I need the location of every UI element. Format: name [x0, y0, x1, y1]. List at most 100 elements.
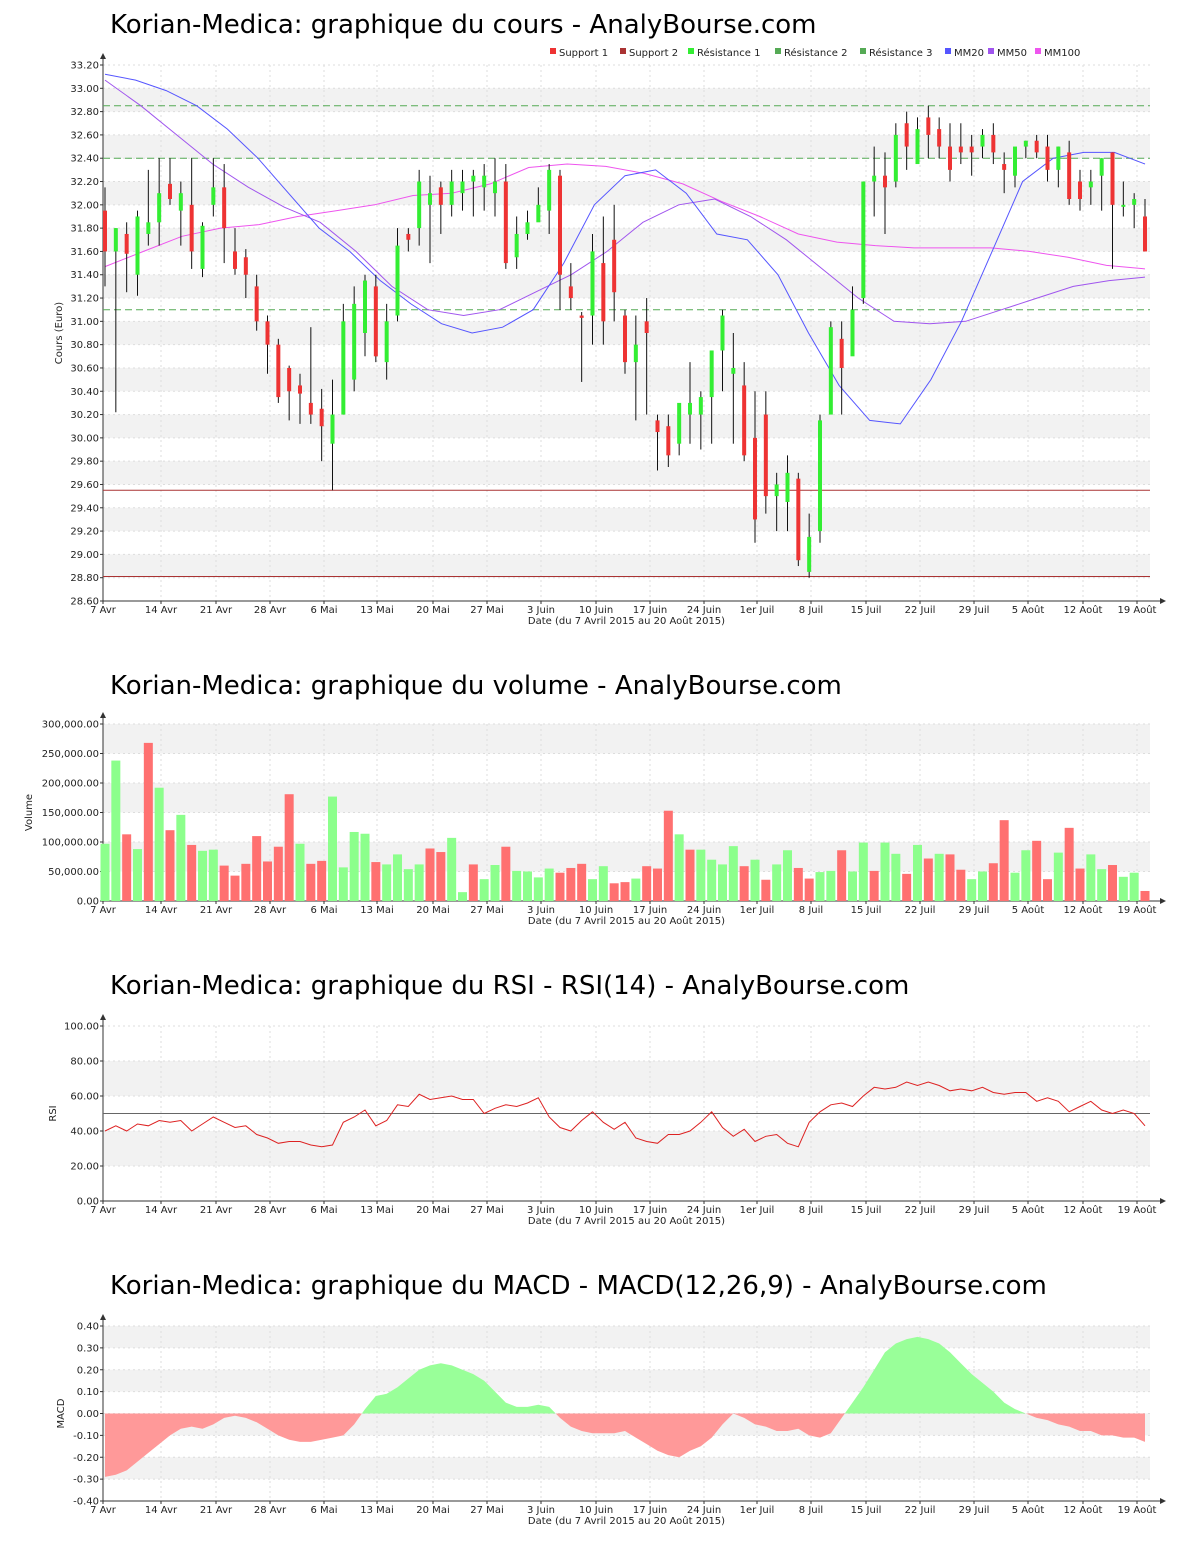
legend-swatch — [550, 48, 556, 54]
candle-body — [276, 344, 281, 398]
candle-body — [883, 175, 887, 188]
x-tick-label: 8 Juil — [799, 1505, 823, 1516]
volume-bar — [133, 849, 142, 901]
candle-body — [872, 175, 877, 182]
y-tick-label: 80.00 — [70, 1057, 99, 1068]
y-tick-label: 30.80 — [70, 340, 99, 351]
candle-body — [460, 181, 465, 194]
volume-bar — [1108, 865, 1117, 901]
y-tick-label: 29.20 — [70, 527, 99, 538]
volume-chart: 0.00 50,000.00 100,000.00 150,000.00 200,000… — [24, 712, 1166, 927]
volume-bar — [555, 872, 565, 901]
volume-bar — [198, 850, 207, 901]
candle-body — [753, 437, 757, 520]
volume-bar — [815, 872, 825, 901]
x-tick-label: 14 Avr — [145, 1505, 178, 1516]
volume-bar — [1075, 868, 1085, 901]
macd-area-negative — [555, 1413, 734, 1458]
candle-body — [688, 402, 692, 415]
x-axis-title: Date (du 7 Avril 2015 au 20 Août 2015) — [528, 1215, 725, 1227]
volume-bar — [328, 796, 337, 901]
legend-swatch — [1035, 48, 1041, 54]
volume-bar — [122, 834, 132, 901]
candle-body — [233, 251, 237, 269]
candle-body — [308, 402, 313, 415]
x-tick-label: 29 Juil — [959, 1205, 990, 1216]
candle-body — [796, 478, 801, 561]
candle-body — [178, 193, 183, 211]
x-tick-label: 6 Mai — [310, 1205, 337, 1216]
x-tick-label: 21 Avr — [200, 905, 233, 916]
candle-body — [579, 315, 584, 318]
volume-bar — [154, 787, 164, 901]
x-tick-label: 8 Juil — [799, 1205, 823, 1216]
candle-body — [352, 303, 357, 380]
volume-bar — [1043, 879, 1052, 901]
volume-bar — [306, 863, 316, 901]
volume-bar — [577, 863, 587, 901]
candle-body — [428, 193, 432, 205]
candle-body — [341, 321, 346, 415]
y-tick-label: 300,000.00 — [42, 720, 99, 731]
candle-body — [1023, 140, 1028, 147]
x-tick-label: 10 Juin — [579, 1205, 613, 1216]
x-tick-label: 22 Juil — [905, 1205, 936, 1216]
x-tick-label: 5 Août — [1012, 1204, 1045, 1216]
volume-bar — [609, 883, 619, 901]
volume-bar — [588, 879, 597, 901]
price-chart-title: Korian-Medica: graphique du cours - Anal… — [110, 10, 817, 40]
y-tick-label: 30.40 — [70, 387, 99, 398]
x-axis-arrow — [1160, 1198, 1166, 1204]
x-tick-label: 17 Juin — [633, 1205, 667, 1216]
x-tick-label: 12 Août — [1064, 604, 1103, 616]
grid-band — [103, 134, 1150, 159]
volume-bar — [447, 837, 457, 901]
x-tick-label: 15 Juil — [851, 1205, 882, 1216]
x-tick-label: 3 Juin — [527, 605, 555, 616]
y-tick-label: 0.00 — [77, 897, 99, 908]
candle-body — [254, 286, 259, 322]
x-axis-title: Date (du 7 Avril 2015 au 20 Août 2015) — [528, 1515, 725, 1527]
y-tick-label: 40.00 — [70, 1127, 99, 1138]
grid-band — [103, 1369, 1150, 1392]
candle-body — [1110, 152, 1115, 205]
volume-bar — [739, 866, 749, 901]
x-tick-label: 8 Juil — [799, 605, 823, 616]
x-tick-label: 17 Juin — [633, 1505, 667, 1516]
volume-bar — [165, 830, 175, 901]
y-tick-label: 250,000.00 — [42, 749, 99, 760]
candle-body — [103, 210, 107, 252]
candle-body — [1067, 152, 1072, 199]
x-tick-label: 7 Avr — [90, 1505, 117, 1516]
grid-band — [103, 88, 1150, 112]
candle-body — [1002, 164, 1007, 170]
candle-body — [763, 414, 768, 497]
volume-bar — [663, 810, 673, 901]
x-tick-label: 24 Juin — [687, 1505, 721, 1516]
x-tick-label: 12 Août — [1064, 1204, 1103, 1216]
candle-body — [850, 309, 855, 357]
candle-body — [893, 134, 898, 182]
candle-body — [503, 181, 508, 264]
candle-body — [623, 315, 627, 363]
candle-body — [1099, 158, 1104, 176]
x-tick-label: 27 Mai — [470, 1205, 503, 1216]
candle-body — [958, 146, 963, 153]
x-axis-arrow — [1160, 598, 1166, 604]
candle-body — [222, 187, 227, 229]
candle-body — [363, 280, 367, 333]
candle-body — [601, 263, 606, 322]
volume-bar — [1053, 852, 1063, 901]
rsi-panel: Korian-Medica: graphique du RSI - RSI(14… — [0, 960, 1200, 1240]
candle-body — [287, 367, 292, 392]
macd-area-negative — [733, 1413, 845, 1438]
y-tick-label: 29.60 — [70, 480, 99, 491]
price-panel: Korian-Medica: graphique du cours - Anal… — [0, 0, 1200, 640]
candle-body — [633, 344, 638, 363]
volume-bar — [263, 861, 272, 901]
macd-area-negative — [1025, 1413, 1145, 1442]
y-tick-label: 33.00 — [70, 84, 99, 95]
candle-body — [915, 129, 920, 165]
volume-bar — [360, 833, 370, 901]
x-tick-label: 10 Juin — [579, 905, 613, 916]
